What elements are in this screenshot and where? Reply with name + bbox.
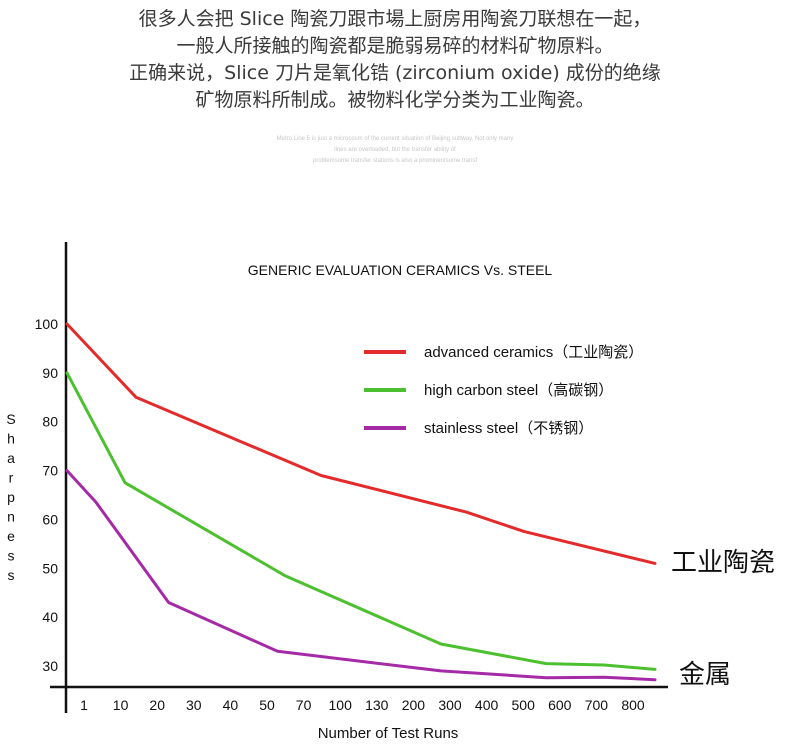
small-caption-line: problemsome transfer stations is also a … — [312, 158, 478, 164]
y-axis-label-letter: e — [7, 528, 15, 544]
y-axis-label-letter: s — [8, 567, 15, 583]
y-tick-label: 100 — [35, 316, 59, 332]
x-tick-label: 700 — [585, 697, 609, 713]
x-tick-label: 600 — [548, 697, 572, 713]
series-line-1 — [65, 371, 657, 671]
intro-text: 很多人会把 Slice 陶瓷刀跟市場上厨房用陶瓷刀联想在一起， 一般人所接触的陶… — [0, 6, 790, 114]
y-axis-label-letter: n — [7, 509, 15, 525]
series-line-0 — [65, 322, 657, 565]
legend-label: stainless steel（不锈钢） — [424, 420, 593, 437]
x-tick-label: 10 — [113, 697, 129, 713]
series-lines — [65, 322, 657, 682]
y-tick-label: 80 — [42, 414, 58, 430]
y-tick-label: 70 — [42, 463, 58, 479]
x-tick-label: 200 — [402, 697, 426, 713]
small-caption-line: lines are overloaded, but the transfer a… — [334, 147, 456, 153]
end-label-ceramics: 工业陶瓷 — [671, 548, 775, 578]
y-axis-label-letter: p — [7, 489, 15, 505]
y-axis-label-letter: r — [9, 470, 14, 486]
legend: advanced ceramics（工业陶瓷） high carbon steel… — [364, 344, 643, 437]
x-tick-label: 800 — [621, 697, 645, 713]
x-tick-label: 100 — [329, 697, 353, 713]
y-tick-labels: 30 40 50 60 70 80 90 100 — [35, 316, 59, 674]
small-caption-line: Metro Line 5 is just a microcosm of the … — [276, 136, 514, 142]
x-tick-label: 500 — [512, 697, 536, 713]
x-tick-label: 40 — [223, 697, 239, 713]
x-tick-label: 130 — [365, 697, 389, 713]
y-tick-label: 40 — [42, 609, 58, 625]
legend-label: high carbon steel（高碳钢） — [424, 382, 613, 399]
y-tick-label: 60 — [42, 511, 58, 527]
x-tick-label: 70 — [296, 697, 312, 713]
y-axis-label-letter: h — [7, 431, 15, 447]
chart-title: GENERIC EVALUATION CERAMICS Vs. STEEL — [248, 262, 553, 278]
y-axis-label-letter: S — [6, 411, 15, 427]
x-tick-labels: 1 10 20 30 40 50 70 100 130 200 300 400 500 600 700 800 — [80, 697, 645, 713]
x-tick-label: 50 — [259, 697, 275, 713]
intro-line: 正确来说，Slice 刀片是氧化锆 (zirconium oxide) 成份的绝… — [129, 62, 661, 84]
intro-line: 很多人会把 Slice 陶瓷刀跟市場上厨房用陶瓷刀联想在一起， — [138, 8, 652, 30]
y-axis-label-letter: s — [8, 548, 15, 564]
x-tick-label: 20 — [149, 697, 165, 713]
x-axis-label: Number of Test Runs — [318, 725, 459, 742]
y-tick-label: 50 — [42, 560, 58, 576]
x-tick-label: 30 — [186, 697, 202, 713]
x-tick-label: 1 — [80, 697, 88, 713]
y-axis-label-letter: a — [7, 450, 15, 466]
intro-line: 一般人所接触的陶瓷都是脆弱易碎的材料矿物原料。 — [176, 35, 614, 57]
small-caption: Metro Line 5 is just a microcosm of the … — [0, 134, 790, 167]
x-tick-label: 300 — [438, 697, 462, 713]
intro-line: 矿物原料所制成。被物料化学分类为工业陶瓷。 — [195, 89, 595, 111]
end-label-metal: 金属 — [679, 660, 731, 690]
y-tick-label: 90 — [42, 365, 58, 381]
x-tick-label: 400 — [475, 697, 499, 713]
legend-label: advanced ceramics（工业陶瓷） — [424, 344, 643, 361]
y-tick-label: 30 — [42, 658, 58, 674]
series-line-2 — [65, 469, 657, 682]
